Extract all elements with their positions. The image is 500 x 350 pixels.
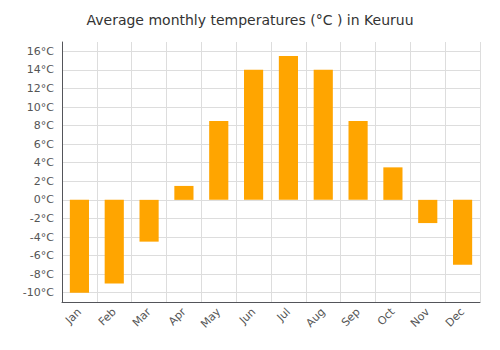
svg-text:12°C: 12°C	[27, 82, 54, 95]
svg-text:Nov: Nov	[408, 305, 433, 330]
svg-text:-10°C: -10°C	[23, 286, 54, 299]
svg-text:Apr: Apr	[166, 305, 189, 328]
svg-text:Aug: Aug	[303, 305, 327, 329]
svg-text:-6°C: -6°C	[30, 249, 54, 262]
svg-text:6°C: 6°C	[34, 138, 54, 151]
svg-text:8°C: 8°C	[34, 119, 54, 132]
svg-text:Jan: Jan	[62, 305, 84, 327]
svg-text:Feb: Feb	[96, 305, 119, 328]
svg-text:-8°C: -8°C	[30, 268, 54, 281]
svg-text:Mar: Mar	[130, 305, 154, 329]
svg-text:Sep: Sep	[339, 305, 363, 329]
svg-text:Jun: Jun	[236, 305, 258, 327]
svg-text:May: May	[198, 305, 224, 331]
svg-text:-4°C: -4°C	[30, 231, 54, 244]
svg-text:Jul: Jul	[274, 305, 293, 324]
svg-text:2°C: 2°C	[34, 175, 54, 188]
svg-text:14°C: 14°C	[27, 63, 54, 76]
svg-text:16°C: 16°C	[27, 45, 54, 58]
svg-text:10°C: 10°C	[27, 101, 54, 114]
svg-text:4°C: 4°C	[34, 156, 54, 169]
svg-text:Dec: Dec	[443, 305, 467, 329]
svg-text:Oct: Oct	[375, 305, 398, 328]
svg-text:0°C: 0°C	[34, 193, 54, 206]
svg-text:-2°C: -2°C	[30, 212, 54, 225]
svg-text:Average monthly temperatures (: Average monthly temperatures (°C ) in Ke…	[86, 12, 413, 28]
